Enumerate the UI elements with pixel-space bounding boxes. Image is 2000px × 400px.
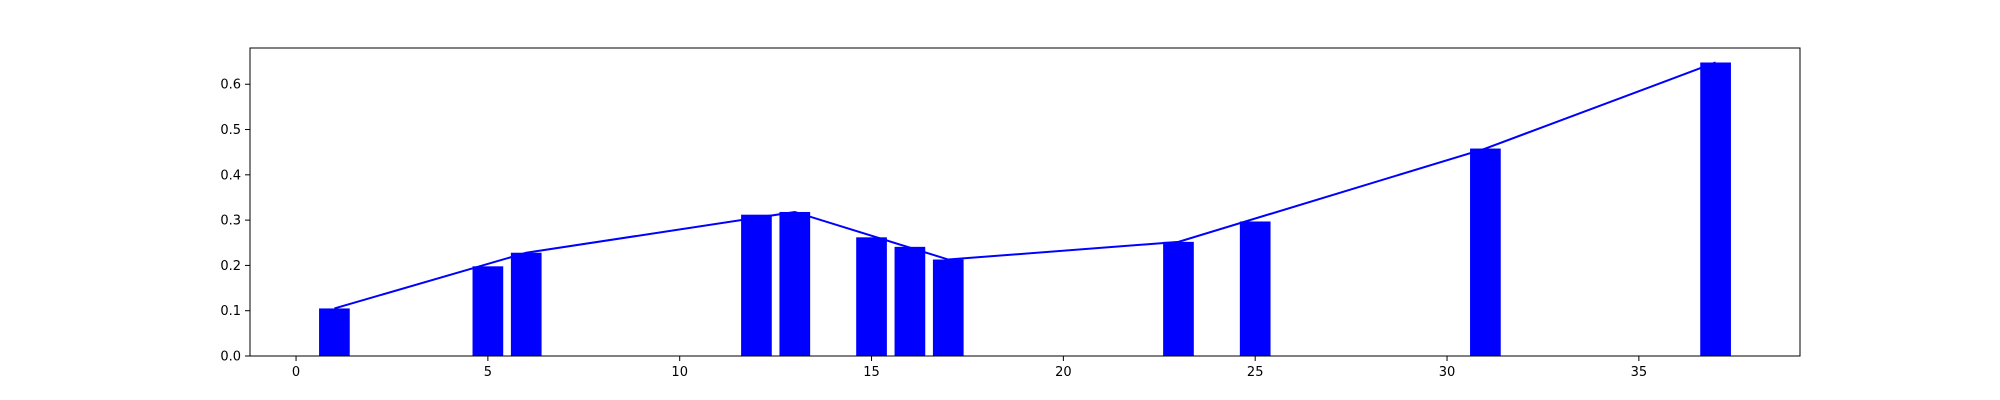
bar-10 [1470,148,1501,356]
y-axis: 0.0 0.1 0.2 0.3 0.4 0.5 0.6 [220,78,250,365]
x-tick-label-7: 35 [1631,365,1648,380]
y-tick-label-1: 0.1 [220,304,241,319]
y-tick-label-6: 0.6 [220,78,241,93]
x-tick-label-5: 25 [1247,365,1264,380]
bar-2 [510,252,542,356]
bar-7 [932,259,964,356]
bar-9 [1239,221,1271,356]
x-tick-label-6: 30 [1439,365,1456,380]
bar-3 [741,214,772,356]
y-tick-label-3: 0.3 [220,214,241,229]
x-tick-label-4: 20 [1055,365,1072,380]
bar-11 [1700,62,1731,357]
line-layer [334,61,1716,310]
bar-1 [472,266,504,356]
y-tick-label-5: 0.5 [220,123,241,138]
x-tick-label-0: 0 [292,365,300,380]
bar-8 [1163,241,1194,356]
bar-4 [779,211,811,356]
x-axis: 0 5 10 15 20 25 30 35 [292,356,1647,380]
x-tick-label-2: 10 [671,365,688,380]
y-tick-label-0: 0.0 [220,350,241,365]
y-tick-label-2: 0.2 [220,259,241,274]
bar-0 [319,308,350,356]
plot-frame [249,47,1801,357]
x-tick-label-3: 15 [863,365,880,380]
bar-5 [856,237,887,356]
x-tick-label-1: 5 [484,365,492,380]
y-tick-label-4: 0.4 [220,168,241,183]
bars-layer [319,62,1731,357]
bar-6 [894,246,926,356]
